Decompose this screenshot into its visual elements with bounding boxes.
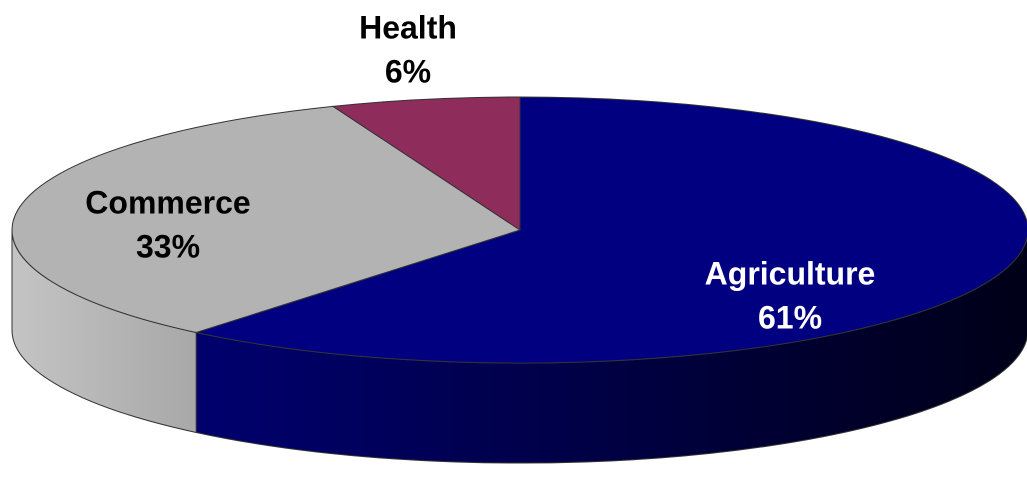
slice-value-label: 33% — [136, 228, 200, 264]
slice-label: Agriculture — [705, 255, 876, 291]
slice — [194, 96, 1027, 364]
slice-label: Commerce — [85, 184, 250, 220]
slice — [11, 105, 522, 333]
slice-value-label: 61% — [758, 299, 822, 335]
slice-value-label: 6% — [385, 53, 431, 89]
slice — [331, 96, 521, 231]
slice-label: Health — [359, 9, 457, 45]
